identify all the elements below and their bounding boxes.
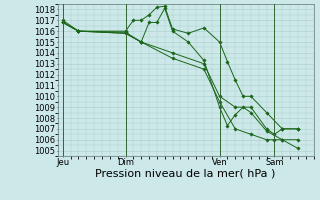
X-axis label: Pression niveau de la mer( hPa ): Pression niveau de la mer( hPa ) [95, 168, 276, 178]
